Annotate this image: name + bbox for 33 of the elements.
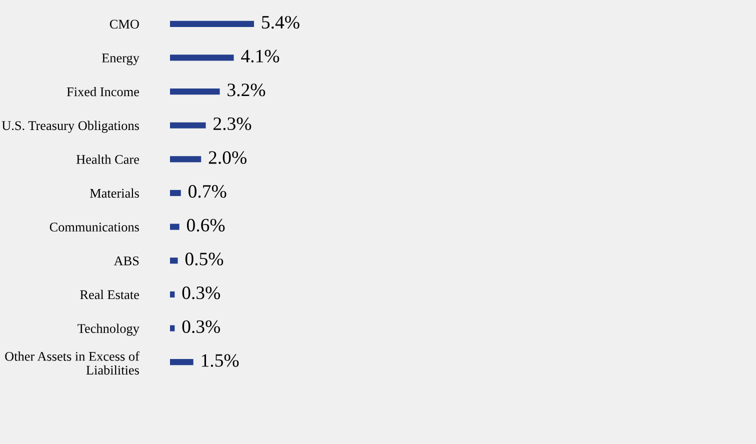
y-tick-label: U.S. Treasury Obligations [2,120,139,133]
y-tick-label: Health Care [76,154,139,164]
bar [170,20,254,27]
bar [170,54,234,61]
data-label: 0.5% [185,252,224,266]
data-label: 3.2% [228,84,266,96]
y-tick-label: Communications [50,222,139,232]
data-label: 1.5% [202,354,239,367]
bar [170,325,175,332]
data-label: 4.1% [241,50,280,63]
bar [170,224,180,230]
data-label: 2.0% [208,151,246,164]
y-tick-label: Energy [102,54,140,66]
bar [170,88,220,95]
bar [170,156,202,162]
data-label: 0.7% [188,185,226,198]
y-tick-label: Other Assets in Excess of Liabilities [5,351,140,375]
bar [170,122,206,128]
y-tick-label: Fixed Income [66,86,139,96]
data-label: 0.3% [182,286,220,300]
y-tick-label: Materials [90,188,139,198]
bar [170,190,181,196]
bar [170,291,175,298]
data-label: 2.3% [214,117,252,130]
y-tick-label: CMO [110,20,139,29]
bar [170,258,178,264]
data-label: 0.3% [182,320,220,334]
data-label: 5.4% [262,16,300,29]
y-tick-label: Technology [78,324,140,336]
data-label: 0.6% [186,218,225,232]
y-tick-label: Real Estate [80,290,139,300]
y-tick-label: ABS [114,256,139,266]
bar [170,359,194,366]
